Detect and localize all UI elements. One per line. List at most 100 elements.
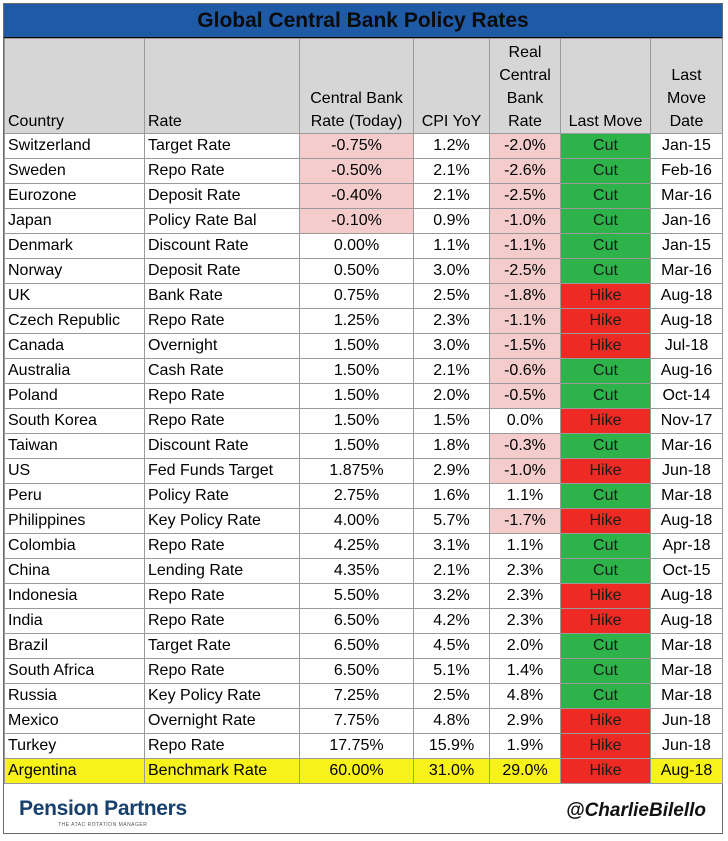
cell-cb-rate: 4.00% [299,508,414,534]
cell-last-move-date: Aug-18 [650,283,723,309]
cell-rate: Discount Rate [144,233,300,259]
cell-last-move: Hike [560,408,651,434]
table-row: Peru Policy Rate 2.75% 1.6% 1.1% Cut Mar-18 [4,483,723,509]
cell-cb-rate: 4.25% [299,533,414,559]
footer: Pension Partners THE ATAC ROTATION MANAG… [4,792,722,833]
rates-table: Country Rate Central Bank Rate (Today) C… [4,38,723,784]
cell-last-move-date: Mar-16 [650,433,723,459]
cell-rate: Repo Rate [144,158,300,184]
cell-real-rate: 1.1% [489,533,561,559]
cell-country: Norway [4,258,145,284]
cell-last-move-date: Apr-18 [650,533,723,559]
cell-real-rate: -0.3% [489,433,561,459]
cell-rate: Overnight [144,333,300,359]
cell-real-rate: -1.0% [489,458,561,484]
table-row: Mexico Overnight Rate 7.75% 4.8% 2.9% Hike Jun… [4,708,723,734]
header-real-rate: Real Central Bank Rate [489,38,561,134]
cell-rate: Overnight Rate [144,708,300,734]
cell-cpi: 2.3% [413,308,490,334]
cell-cb-rate: 17.75% [299,733,414,759]
cell-last-move-date: Jun-18 [650,458,723,484]
cell-last-move-date: Jun-18 [650,708,723,734]
cell-real-rate: -1.1% [489,308,561,334]
cell-cpi: 5.7% [413,508,490,534]
cell-last-move: Cut [560,133,651,159]
cell-last-move: Cut [560,208,651,234]
cell-country: Brazil [4,633,145,659]
table-row: South Africa Repo Rate 6.50% 5.1% 1.4% Cut Mar… [4,658,723,684]
cell-cpi: 3.2% [413,583,490,609]
cell-last-move: Hike [560,508,651,534]
cell-country: Peru [4,483,145,509]
cell-last-move-date: Jan-15 [650,233,723,259]
cell-last-move: Cut [560,483,651,509]
cell-rate: Deposit Rate [144,258,300,284]
cell-real-rate: 2.3% [489,583,561,609]
table-row: Sweden Repo Rate -0.50% 2.1% -2.6% Cut Feb-16 [4,158,723,184]
cell-rate: Lending Rate [144,558,300,584]
cell-rate: Target Rate [144,133,300,159]
cell-country: Taiwan [4,433,145,459]
cell-cpi: 2.5% [413,283,490,309]
cell-country: Japan [4,208,145,234]
cell-rate: Repo Rate [144,308,300,334]
cell-rate: Repo Rate [144,733,300,759]
cell-cpi: 1.8% [413,433,490,459]
cell-last-move-date: Aug-18 [650,608,723,634]
cell-cb-rate: 0.75% [299,283,414,309]
cell-rate: Deposit Rate [144,183,300,209]
header-cpi: CPI YoY [413,38,490,134]
header-rate: Rate [144,38,300,134]
cell-rate: Key Policy Rate [144,683,300,709]
cell-last-move-date: Oct-15 [650,558,723,584]
cell-last-move: Cut [560,158,651,184]
header-last-move-date: Last Move Date [650,38,723,134]
cell-cpi: 1.1% [413,233,490,259]
cell-last-move: Cut [560,433,651,459]
cell-last-move: Hike [560,283,651,309]
cell-rate: Target Rate [144,633,300,659]
cell-country: Australia [4,358,145,384]
cell-country: Indonesia [4,583,145,609]
cell-rate: Repo Rate [144,583,300,609]
cell-cb-rate: 1.50% [299,358,414,384]
cell-country: UK [4,283,145,309]
cell-last-move-date: Aug-18 [650,583,723,609]
cell-real-rate: -0.5% [489,383,561,409]
pension-partners-logo: Pension Partners [19,797,187,820]
cell-country: Argentina [4,758,145,784]
table-row: Taiwan Discount Rate 1.50% 1.8% -0.3% Cut Mar-… [4,433,723,459]
cell-country: India [4,608,145,634]
cell-cb-rate: 0.50% [299,258,414,284]
cell-cb-rate: -0.10% [299,208,414,234]
cell-cpi: 2.1% [413,158,490,184]
header-cb-rate: Central Bank Rate (Today) [299,38,414,134]
cell-real-rate: -2.0% [489,133,561,159]
cell-rate: Benchmark Rate [144,758,300,784]
cell-last-move-date: Aug-18 [650,758,723,784]
cell-cb-rate: 1.50% [299,333,414,359]
cell-rate: Bank Rate [144,283,300,309]
table-row: Japan Policy Rate Bal -0.10% 0.9% -1.0% Cut Ja… [4,208,723,234]
table-row: Poland Repo Rate 1.50% 2.0% -0.5% Cut Oct-14 [4,383,723,409]
table-row: UK Bank Rate 0.75% 2.5% -1.8% Hike Aug-18 [4,283,723,309]
table-row: Eurozone Deposit Rate -0.40% 2.1% -2.5% Cut Ma… [4,183,723,209]
cell-cpi: 2.9% [413,458,490,484]
cell-real-rate: 29.0% [489,758,561,784]
cell-country: South Africa [4,658,145,684]
table-row: Brazil Target Rate 6.50% 4.5% 2.0% Cut Mar-18 [4,633,723,659]
cell-last-move-date: Jan-15 [650,133,723,159]
cell-real-rate: 4.8% [489,683,561,709]
cell-real-rate: -0.6% [489,358,561,384]
cell-cpi: 2.5% [413,683,490,709]
cell-rate: Repo Rate [144,408,300,434]
table-row: Turkey Repo Rate 17.75% 15.9% 1.9% Hike Jun-18 [4,733,723,759]
cell-real-rate: 1.1% [489,483,561,509]
cell-real-rate: -1.0% [489,208,561,234]
table-row: Colombia Repo Rate 4.25% 3.1% 1.1% Cut Apr-18 [4,533,723,559]
cell-cb-rate: 0.00% [299,233,414,259]
cell-last-move: Cut [560,233,651,259]
cell-last-move: Hike [560,333,651,359]
cell-cpi: 3.0% [413,333,490,359]
cell-rate: Repo Rate [144,658,300,684]
